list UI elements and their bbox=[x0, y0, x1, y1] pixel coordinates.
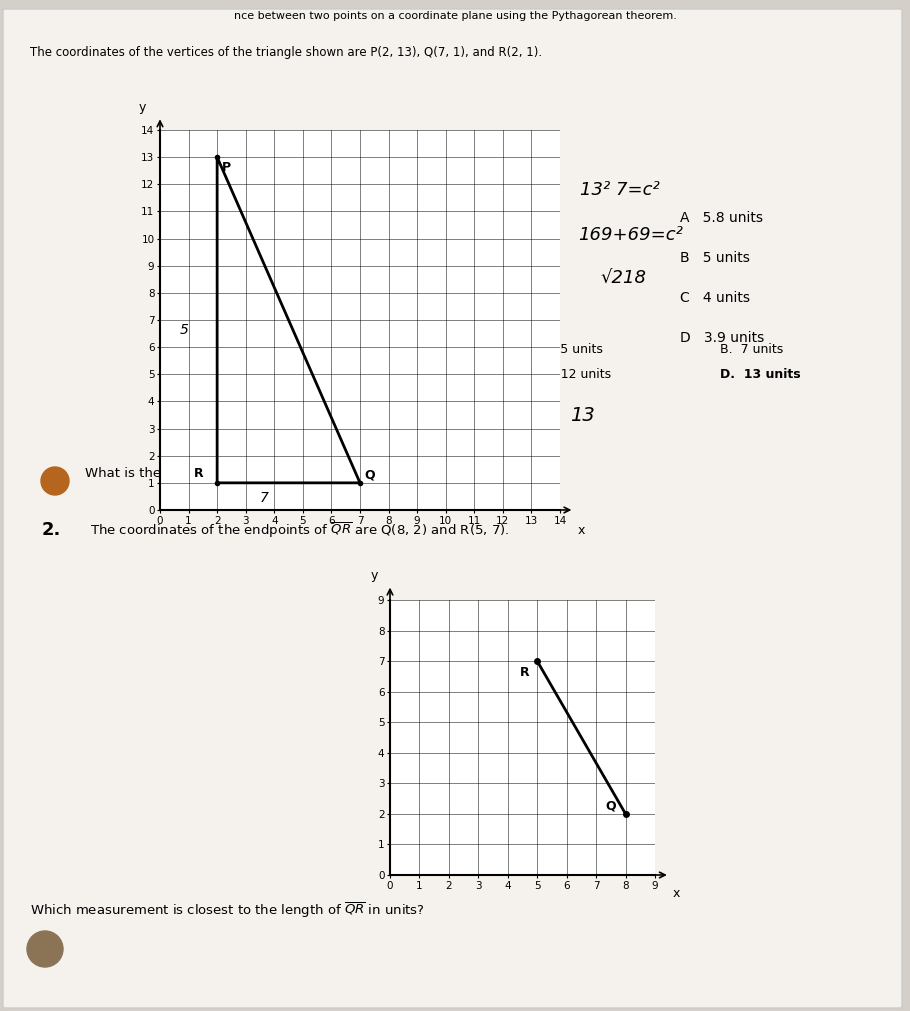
Text: B.  7 units: B. 7 units bbox=[720, 343, 784, 356]
Text: A   5.8 units: A 5.8 units bbox=[680, 211, 763, 225]
Text: D   3.9 units: D 3.9 units bbox=[680, 331, 764, 345]
Text: x: x bbox=[577, 524, 584, 537]
Text: y: y bbox=[138, 101, 146, 113]
Text: 5: 5 bbox=[180, 323, 189, 337]
Text: The coordinates of the vertices of the triangle shown are P(2, 13), Q(7, 1), and: The coordinates of the vertices of the t… bbox=[30, 45, 542, 59]
Text: B   5 units: B 5 units bbox=[680, 251, 750, 265]
Text: √218: √218 bbox=[600, 269, 646, 287]
Circle shape bbox=[27, 931, 63, 967]
Text: Q: Q bbox=[605, 800, 615, 812]
Text: 169+69=c²: 169+69=c² bbox=[578, 226, 682, 244]
Circle shape bbox=[41, 467, 69, 495]
Text: C.  12 units: C. 12 units bbox=[540, 368, 612, 381]
Text: 7: 7 bbox=[260, 491, 268, 504]
Text: The coordinates of the endpoints of $\overline{QR}$ are Q(8, 2) and R(5, 7).: The coordinates of the endpoints of $\ov… bbox=[90, 521, 510, 540]
Text: D.  13 units: D. 13 units bbox=[720, 368, 801, 381]
Text: 2.: 2. bbox=[42, 521, 61, 539]
FancyBboxPatch shape bbox=[3, 9, 902, 1008]
Text: x: x bbox=[672, 888, 680, 900]
Text: A.  5 units: A. 5 units bbox=[540, 343, 602, 356]
Text: Which measurement is closest to the length of $\overline{QR}$ in units?: Which measurement is closest to the leng… bbox=[30, 901, 425, 920]
Text: R: R bbox=[195, 467, 204, 480]
Text: 13² 7=c²: 13² 7=c² bbox=[580, 181, 660, 199]
Text: Q: Q bbox=[364, 469, 375, 482]
Text: What is the length of segment PQ in units?: What is the length of segment PQ in unit… bbox=[85, 466, 371, 479]
Text: y: y bbox=[371, 568, 379, 581]
Text: nce between two points on a coordinate plane using the Pythagorean theorem.: nce between two points on a coordinate p… bbox=[234, 11, 676, 21]
Text: P: P bbox=[221, 161, 230, 174]
Text: 13: 13 bbox=[570, 406, 595, 425]
Text: C   4 units: C 4 units bbox=[680, 291, 750, 305]
Text: R: R bbox=[520, 666, 530, 679]
